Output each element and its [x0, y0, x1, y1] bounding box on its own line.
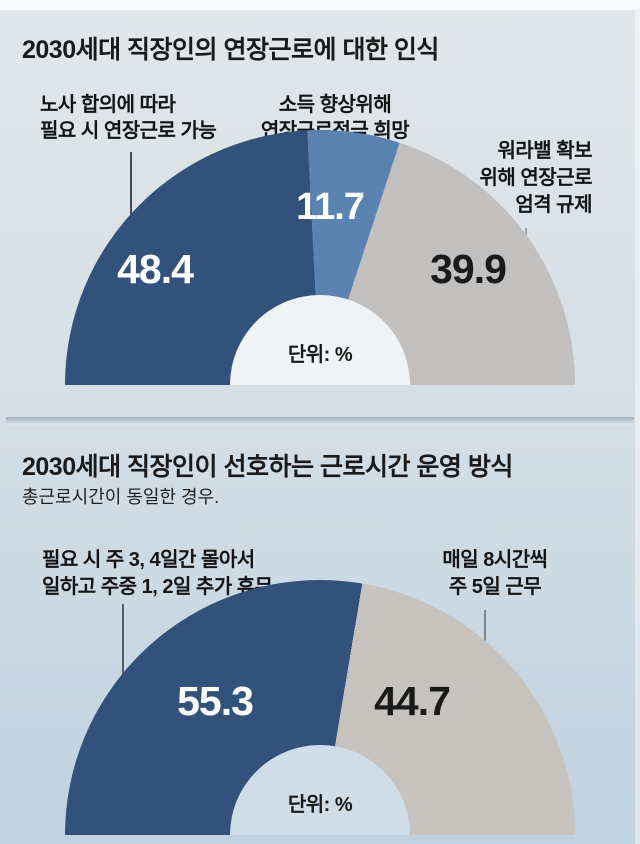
- chart1-unit-label: 단위: %: [287, 344, 353, 366]
- top-margin-strip: [0, 0, 640, 10]
- chart1-title: 2030세대 직장인의 연장근로에 대한 인식: [22, 36, 439, 64]
- chart2-label-slice2: 매일 8시간씩 주 5일 근무: [442, 549, 548, 598]
- chart1-value-slice2: 11.7: [296, 186, 365, 228]
- chart2-subtitle: 총근로시간이 동일한 경우.: [22, 487, 220, 507]
- chart1-leader-line-slice1: [130, 152, 132, 234]
- chart2-unit-label: 단위: %: [287, 794, 353, 816]
- chart1-label-slice1: 노사 합의에 따라 필요 시 연장근로 가능: [40, 94, 217, 142]
- chart2-leader-line-slice1: [122, 604, 124, 690]
- chart2-label-slice1: 필요 시 주 3, 4일간 몰아서 일하고 주중 1, 2일 추가 휴무: [42, 549, 273, 598]
- chart1-value-slice3: 39.9: [430, 246, 507, 292]
- chart1-label-slice3: 워라밸 확보 위해 연장근로 엄격 규제: [479, 140, 593, 216]
- chart2-value-slice2: 44.7: [374, 678, 451, 724]
- section-divider: [6, 417, 634, 426]
- right-margin-strip: [635, 10, 640, 844]
- chart2-value-slice1: 55.3: [177, 678, 254, 724]
- chart2-title: 2030세대 직장인이 선호하는 근로시간 운영 방식: [22, 453, 513, 481]
- chart1-value-slice1: 48.4: [117, 246, 194, 292]
